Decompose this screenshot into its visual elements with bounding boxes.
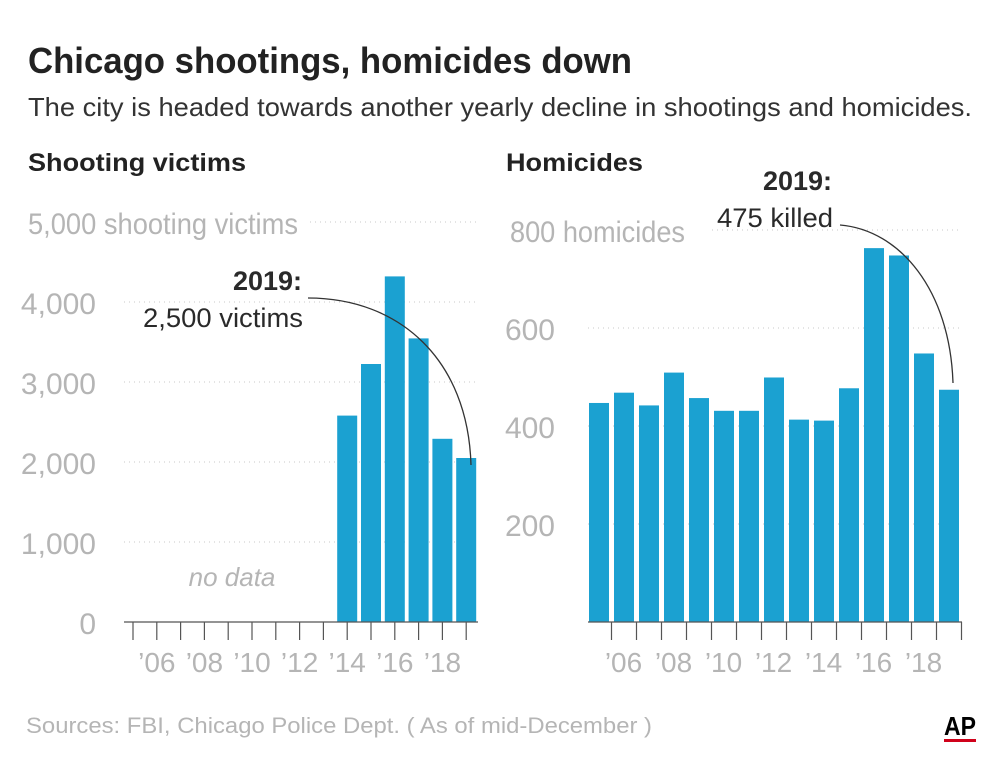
- right-chart-title: Homicides: [506, 149, 643, 177]
- bar-2018: [914, 353, 934, 622]
- x-tick-label: ’10: [233, 647, 270, 678]
- bar-2008: [664, 372, 684, 622]
- x-tick-label: ’18: [905, 647, 942, 678]
- bar-2015: [839, 388, 859, 622]
- bar-2012: [764, 377, 784, 622]
- bar-2019: [456, 458, 477, 622]
- left-chart-title: Shooting victims: [28, 149, 246, 177]
- x-tick-label: ’10: [705, 647, 742, 678]
- bar-2005: [589, 402, 609, 622]
- source-note: Sources: FBI, Chicago Police Dept. ( As …: [26, 713, 652, 738]
- bar-2018: [432, 438, 453, 622]
- bar-2014: [337, 415, 358, 622]
- y-tick-label: 0: [79, 608, 96, 641]
- x-tick-label: ’16: [855, 647, 892, 678]
- y-tick-label: 2,000: [21, 448, 96, 481]
- y-tick-label: 800 homicides: [510, 216, 685, 249]
- bar-2019: [939, 389, 959, 622]
- bar-2017: [408, 338, 429, 622]
- y-tick-label: 600: [505, 314, 555, 347]
- x-tick-label: ’12: [281, 647, 318, 678]
- x-tick-label: ’08: [186, 647, 223, 678]
- bar-2011: [739, 410, 759, 622]
- bar-2016: [384, 276, 405, 622]
- left-callout-line: [307, 297, 472, 466]
- shooting-victims-chart: 0 1,000 2,000 3,000 4,000 5,000 shooting vict…: [21, 208, 478, 678]
- chart-subtitle: The city is headed towards another yearl…: [28, 92, 972, 122]
- bar-2010: [714, 410, 734, 622]
- no-data-label: no data: [189, 562, 276, 592]
- ap-logo: AP: [944, 711, 976, 741]
- x-tick-label: ’14: [329, 647, 366, 678]
- left-callout-year: 2019:: [233, 266, 302, 296]
- bar-2009: [689, 398, 709, 622]
- bar-2017: [889, 255, 909, 623]
- x-tick-label: ’16: [376, 647, 413, 678]
- x-tick-label: ’18: [424, 647, 461, 678]
- bar-2015: [361, 364, 381, 622]
- x-tick-label: ’06: [138, 647, 175, 678]
- homicides-chart: 200 400 600 800 homicides ’06 ’08 ’10 ’12 ’14 ’16…: [505, 216, 963, 678]
- right-callout-year: 2019:: [763, 166, 832, 196]
- left-callout-value: 2,500 victims: [143, 303, 303, 333]
- y-tick-label: 200: [505, 510, 555, 543]
- ap-logo-underline: [944, 739, 976, 742]
- bar-2006: [614, 392, 634, 622]
- bar-2013: [789, 419, 809, 622]
- bar-2016: [864, 248, 884, 622]
- x-tick-label: ’08: [655, 647, 692, 678]
- y-tick-label: 5,000 shooting victims: [28, 208, 298, 241]
- y-tick-label: 1,000: [21, 528, 96, 561]
- y-tick-label: 400: [505, 412, 555, 445]
- x-tick-label: ’06: [605, 647, 642, 678]
- right-callout-line: [839, 224, 954, 384]
- chart-title: Chicago shootings, homicides down: [28, 40, 632, 81]
- y-tick-label: 3,000: [21, 368, 96, 401]
- y-tick-label: 4,000: [21, 288, 96, 321]
- x-tick-label: ’14: [805, 647, 842, 678]
- x-tick-label: ’12: [755, 647, 792, 678]
- bar-2014: [814, 420, 834, 622]
- bar-2007: [639, 405, 659, 622]
- right-callout-value: 475 killed: [717, 203, 833, 233]
